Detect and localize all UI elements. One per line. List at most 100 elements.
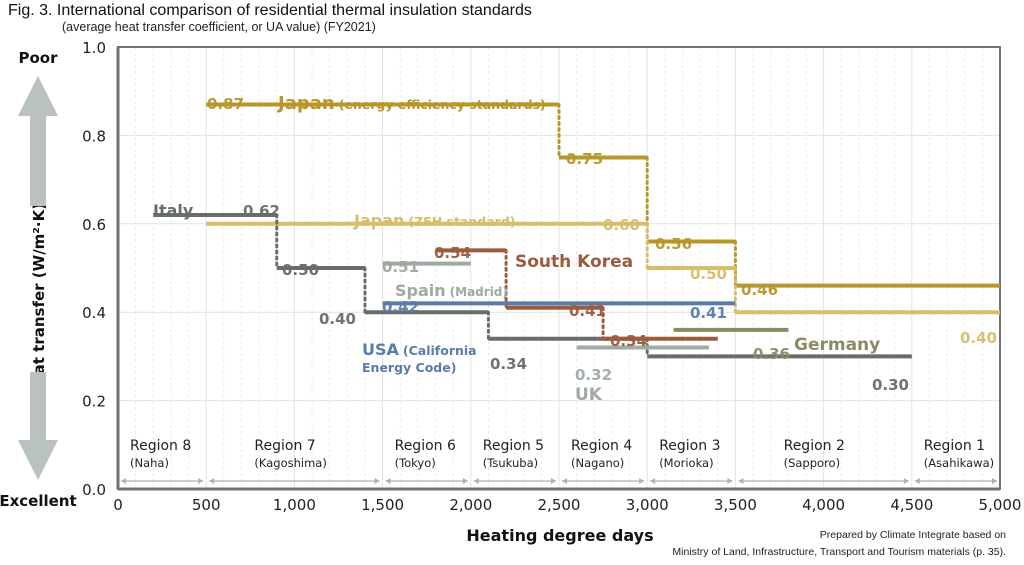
series-qualifier: (ZEH standard) [408,214,515,229]
x-tick-label: 2,000 [449,496,492,514]
x-tick-label: 500 [192,496,221,514]
data-label: 0.34 [490,355,527,373]
y-tick-label: 1.0 [82,39,106,57]
data-label: 0.32 [575,366,612,384]
region-arrow-right-icon [727,478,733,484]
series-name: Japan [276,93,335,114]
data-label: 0.46 [741,281,778,299]
chart-title: Fig. 3. International comparison of resi… [8,2,532,19]
data-label: 0.62 [243,202,280,220]
region-arrow-right-icon [639,478,645,484]
region-name: Region 4 [571,438,632,454]
x-tick-label: 4,000 [802,496,845,514]
data-label: 0.42 [382,298,419,316]
y-tick-label: 0.2 [82,393,106,411]
series-label: Japan (energy efficiency standards) [276,93,546,114]
region-city: (Tsukuba) [483,456,538,470]
region-city: (Morioka) [659,456,713,470]
series-name: USA [362,340,400,359]
y-tick-label: 0.0 [82,481,106,499]
data-label: 0.36 [753,345,790,363]
region-arrow-left-icon [562,478,567,484]
series-label: Italy [153,201,194,220]
region-name: Region 3 [659,438,720,454]
data-label: 0.40 [319,310,356,328]
region-arrow-right-icon [374,478,380,484]
series-label: UK [575,385,603,405]
chart-subtitle: (average heat transfer coefficient, or U… [62,20,376,34]
region-arrow-left-icon [209,478,215,484]
series-label: Germany [794,335,880,355]
region-city: (Kagoshima) [254,456,326,470]
data-label: 0.40 [960,329,997,347]
data-label: 0.41 [690,304,727,322]
x-tick-label: 1,000 [273,496,316,514]
region-arrow-left-icon [473,478,479,484]
x-axis-label: Heating degree days [466,526,653,545]
x-tick-label: 3,000 [626,496,669,514]
region-city: (Nagano) [571,456,624,470]
region-city: (Tokyo) [395,456,436,470]
region-name: Region 8 [130,438,191,454]
region-arrow-left-icon [121,478,126,484]
y-tick-label: 0.8 [82,127,106,145]
x-tick-label: 3,500 [714,496,757,514]
data-label: 0.30 [872,376,909,394]
region-name: Region 6 [395,438,456,454]
source-note-line2: Ministry of Land, Infrastructure, Transp… [672,546,1006,558]
data-label: 0.54 [434,244,471,262]
poor-label: Poor [18,49,58,67]
series-name: UK [575,385,603,405]
data-label: 0.56 [655,235,692,253]
region-name: Region 7 [254,438,315,454]
region-arrow-left-icon [650,478,656,484]
region-arrow-right-icon [551,478,556,484]
data-label: 0.50 [282,261,319,279]
data-label: 0.34 [610,332,647,350]
data-label: 0.60 [603,216,640,234]
x-tick-label: 0 [113,496,123,514]
series-name: South Korea [515,252,633,272]
series-qualifier: (energy efficiency standards) [339,97,546,112]
y-tick-label: 0.6 [82,216,106,234]
data-label: 0.41 [569,302,606,320]
x-tick-label: 2,500 [538,496,581,514]
series-qualifier-line2: Energy Code) [362,360,456,375]
region-arrow-right-icon [903,478,909,484]
series-label: USA (California [362,340,477,359]
series-south-korea-4 [435,248,718,341]
series-japan-0 [206,102,1000,288]
series-name: Japan [353,211,404,230]
y-tick-label: 0.4 [82,304,106,322]
x-tick-label: 4,500 [890,496,933,514]
series-qualifier: (California [403,343,477,358]
region-arrow-right-icon [198,478,204,484]
up-arrow-icon [18,76,58,206]
series-label: Spain (Madrid) [395,281,508,300]
data-label: 0.87 [207,95,244,113]
region-city: (Naha) [130,456,169,470]
region-city: (Asahikawa) [924,456,994,470]
region-name: Region 2 [784,438,845,454]
down-arrow-icon [18,372,58,480]
y-axis-label: Heat transfer (W/m²·K) [30,203,48,397]
region-arrow-right-icon [462,478,468,484]
series-name: Spain [395,281,446,300]
x-tick-label: 5,000 [979,496,1022,514]
region-arrow-left-icon [738,478,744,484]
region-arrow-left-icon [914,478,920,484]
region-name: Region 1 [924,438,985,454]
x-tick-label: 1,500 [361,496,404,514]
series-label: Japan (ZEH standard) [353,211,515,230]
region-city: (Sapporo) [784,456,840,470]
region-arrow-right-icon [992,478,997,484]
series-qualifier: (Madrid) [450,285,508,299]
series-name: Italy [153,201,194,220]
data-label: 0.75 [566,150,603,168]
series-name: Germany [794,335,880,355]
data-label: 0.51 [382,258,419,276]
data-label: 0.50 [690,265,727,283]
excellent-label: Excellent [0,492,77,510]
region-arrow-left-icon [385,478,391,484]
